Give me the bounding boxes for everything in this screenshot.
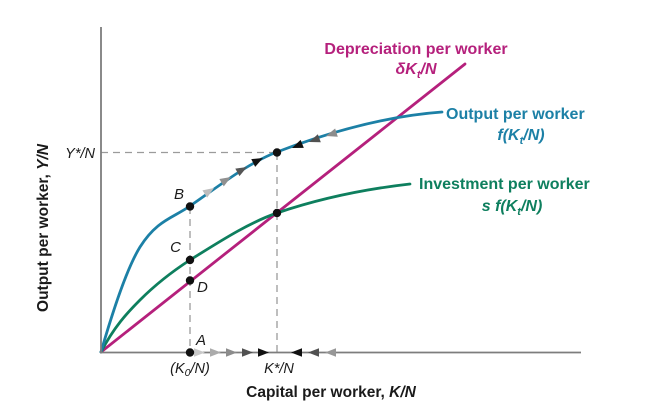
curve-arrow-right-icon <box>219 177 231 187</box>
point-d-dot <box>185 276 195 285</box>
investment-formula-tail: /N) <box>520 198 542 215</box>
point-c-label: C <box>170 239 181 256</box>
marker-dots <box>185 148 282 357</box>
x-axis-arrows-right <box>194 348 269 357</box>
output-formula-tail: /N) <box>522 127 544 144</box>
investment-formula: s f(Kt/N) <box>482 198 543 218</box>
curve-arrow-left-icon <box>309 134 321 143</box>
y-axis-title: Output per worker, Y/N <box>35 143 52 312</box>
investment-formula-main: s f(K <box>482 198 519 215</box>
point-a-dot <box>185 348 195 357</box>
x-axis-title-variable: K/N <box>389 384 417 401</box>
depreciation-formula: δKt/N <box>396 61 437 81</box>
axes <box>100 27 581 354</box>
axis-arrow-right-icon <box>242 348 253 357</box>
axis-arrow-left-icon <box>325 348 336 357</box>
axis-arrow-right-icon <box>210 348 221 357</box>
curve-arrow-right-icon <box>251 158 263 167</box>
axis-arrow-left-icon <box>291 348 302 357</box>
point-b-dot <box>185 202 195 211</box>
point-d-label: D <box>197 279 208 296</box>
axis-arrow-right-icon <box>258 348 269 357</box>
output-curve-arrows-left <box>292 128 338 148</box>
steady-state-investment-dot <box>272 208 282 218</box>
k0-tick-label: (K0/N) <box>170 361 210 379</box>
steady-state-output-dot <box>272 148 282 157</box>
curve-arrow-right-icon <box>202 188 214 198</box>
point-c-dot <box>185 255 195 265</box>
y-axis-title-text: Output per worker, <box>35 170 52 312</box>
k0-tick-subscript: 0 <box>185 367 191 379</box>
output-title: Output per worker <box>446 106 585 123</box>
x-axis-arrows-left <box>291 348 336 357</box>
axis-arrow-right-icon <box>194 348 205 357</box>
x-axis-title: Capital per worker, K/N <box>246 384 417 401</box>
k0-tick-open: (K <box>170 361 186 377</box>
axis-arrow-left-icon <box>308 348 319 357</box>
point-a-label: A <box>195 332 206 349</box>
k0-tick-close: /N) <box>190 361 210 377</box>
dashed-guides <box>101 151 278 352</box>
investment-curve <box>99 182 412 354</box>
investment-formula-subscript: t <box>517 206 522 218</box>
curve-arrow-right-icon <box>235 167 247 177</box>
depreciation-title: Depreciation per worker <box>324 41 507 58</box>
point-b-label: B <box>174 186 184 203</box>
output-curve-arrows-right <box>202 158 263 198</box>
axis-arrow-right-icon <box>226 348 237 357</box>
y-star-tick-label: Y*/N <box>65 146 95 162</box>
k-star-tick-label: K*/N <box>264 361 294 377</box>
x-axis-title-text: Capital per worker, <box>246 384 389 401</box>
depreciation-formula-tail: /N <box>420 61 437 78</box>
curve-arrow-left-icon <box>326 128 338 137</box>
curve-arrow-left-icon <box>292 139 304 148</box>
depreciation-formula-main: δK <box>396 61 419 78</box>
output-formula-subscript: t <box>520 135 525 147</box>
output-formula-main: f(K <box>497 127 521 144</box>
output-formula: f(Kt/N) <box>497 127 544 147</box>
depreciation-formula-subscript: t <box>417 69 422 81</box>
depreciation-line <box>99 62 467 354</box>
y-axis-title-variable: Y/N <box>35 143 52 170</box>
investment-title: Investment per worker <box>419 176 590 193</box>
output-curve <box>99 110 444 354</box>
